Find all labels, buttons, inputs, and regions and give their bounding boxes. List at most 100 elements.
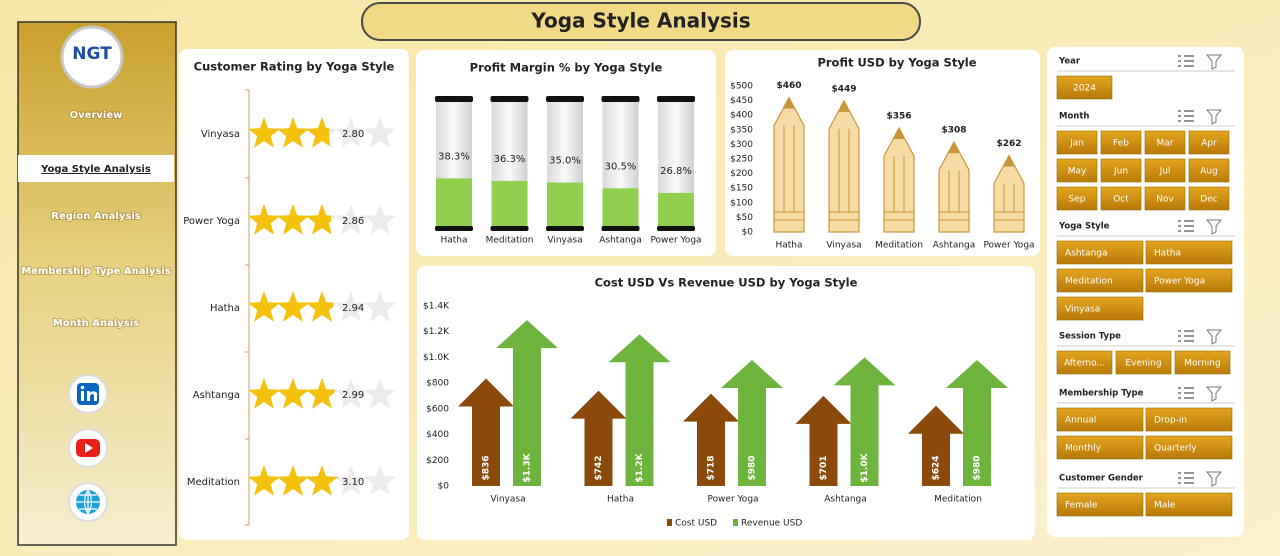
slicer-button[interactable]: [1144, 186, 1186, 211]
nav-item[interactable]: Month Analysis: [52, 317, 140, 330]
slicer-button-label[interactable]: Jun: [1113, 167, 1128, 177]
slicer-button-label[interactable]: May: [1068, 167, 1087, 177]
slicer-button[interactable]: [1056, 296, 1144, 321]
value-label: 2.80: [342, 129, 364, 140]
clear-filter-icon[interactable]: [1205, 386, 1223, 402]
slicer-button-label[interactable]: Drop-in: [1154, 416, 1187, 426]
clear-filter-icon[interactable]: [1205, 54, 1223, 70]
slicer-button[interactable]: [1188, 186, 1230, 211]
slicer-button[interactable]: [1144, 130, 1186, 155]
chart-title: Customer Rating by Yoga Style: [194, 60, 395, 74]
value-label: $1.2K: [635, 452, 645, 482]
slicer-button-label[interactable]: Vinyasa: [1065, 305, 1100, 315]
clear-filter-icon[interactable]: [1205, 329, 1223, 345]
slicer-button-label[interactable]: Jan: [1069, 139, 1084, 149]
slicer-button-label[interactable]: 2024: [1073, 84, 1096, 94]
y-tick-label: $600: [426, 404, 449, 414]
value-label: 38.3%: [438, 151, 470, 162]
slicer-button[interactable]: [1188, 158, 1230, 183]
slicer-button[interactable]: [1056, 435, 1144, 460]
slicer-button-label[interactable]: Quarterly: [1154, 444, 1197, 454]
nav-item[interactable]: Yoga Style Analysis: [40, 164, 151, 175]
slicer-button-label[interactable]: Power Yoga: [1154, 277, 1205, 287]
arrow-bar: [946, 360, 1008, 486]
cylinder-cap: [546, 96, 584, 102]
slicer-button-label[interactable]: Aug: [1200, 167, 1218, 177]
slicer-button[interactable]: [1145, 407, 1233, 432]
clear-filter-icon[interactable]: [1205, 471, 1223, 487]
slicer-button-label[interactable]: Meditation: [1065, 277, 1113, 287]
slicer-button[interactable]: [1174, 350, 1231, 375]
slicer-button-label[interactable]: Monthly: [1065, 444, 1102, 454]
slicer-button[interactable]: [1145, 240, 1233, 265]
slicer-button-label[interactable]: Afterno...: [1064, 359, 1105, 369]
nav-item[interactable]: Overview: [69, 109, 124, 122]
arrow-bar: [458, 378, 514, 486]
slicer-button[interactable]: [1056, 130, 1098, 155]
star-rating: [248, 117, 330, 148]
slicer-button[interactable]: [1145, 492, 1233, 517]
category-label: Power Yoga: [983, 241, 1034, 251]
slicer-button[interactable]: [1056, 407, 1144, 432]
slicer-button[interactable]: [1056, 240, 1144, 265]
clear-filter-icon[interactable]: [1205, 109, 1223, 125]
slicer-button-label[interactable]: Dec: [1200, 195, 1217, 205]
slicer-button-label[interactable]: Feb: [1113, 139, 1129, 149]
slicer-button-label[interactable]: Jul: [1159, 167, 1171, 177]
pencil: [828, 99, 860, 233]
slicer-button-label[interactable]: Ashtanga: [1065, 249, 1108, 259]
slicer-button[interactable]: [1056, 492, 1144, 517]
slicer-button[interactable]: [1188, 130, 1230, 155]
slicer-button[interactable]: [1145, 268, 1233, 293]
value-label: $701: [819, 455, 829, 480]
slicer-button[interactable]: [1056, 268, 1144, 293]
slicer-button[interactable]: [1144, 158, 1186, 183]
category-label: Ashtanga: [193, 390, 240, 401]
value-label: $460: [776, 81, 801, 91]
slicer-button[interactable]: [1056, 350, 1113, 375]
slicer-button-label[interactable]: Apr: [1201, 139, 1217, 149]
cylinder-cap: [546, 226, 584, 231]
multi-select-icon[interactable]: [1178, 472, 1194, 484]
y-tick-label: $350: [730, 125, 753, 135]
category-label: Ashtanga: [599, 236, 642, 246]
linkedin-mark: [87, 391, 98, 401]
cylinder-fill: [658, 192, 694, 227]
slicer-button-label[interactable]: Hatha: [1154, 249, 1181, 259]
multi-select-icon[interactable]: [1178, 220, 1194, 232]
slicer-button[interactable]: [1115, 350, 1172, 375]
logo: [60, 25, 124, 89]
slicer-button[interactable]: [1100, 158, 1142, 183]
slicer-button[interactable]: [1056, 158, 1098, 183]
clear-filter-icon[interactable]: [1205, 219, 1223, 235]
slicer-button[interactable]: [1145, 435, 1233, 460]
slicer-button-label[interactable]: Mar: [1157, 139, 1174, 149]
multi-select-icon[interactable]: [1178, 55, 1194, 67]
slicer-button-label[interactable]: Annual: [1065, 416, 1096, 426]
linkedin-mark: [81, 391, 84, 401]
multi-select-icon[interactable]: [1178, 110, 1194, 122]
slicer-button-label[interactable]: Morning: [1184, 359, 1220, 369]
value-label: 35.0%: [549, 156, 581, 167]
y-tick-label: $50: [736, 213, 753, 223]
multi-select-icon[interactable]: [1178, 330, 1194, 342]
y-tick-label: $250: [730, 155, 753, 165]
slicer-button-label[interactable]: Male: [1154, 501, 1176, 511]
nav-item[interactable]: Membership Type Analysis: [20, 265, 172, 278]
multi-select-icon[interactable]: [1178, 387, 1194, 399]
category-label: Power Yoga: [707, 495, 758, 505]
value-label: 36.3%: [494, 154, 526, 165]
slicer-button-label[interactable]: Nov: [1156, 195, 1174, 205]
slicer-button[interactable]: [1056, 186, 1098, 211]
slicer-button-label[interactable]: Sep: [1069, 195, 1086, 205]
slicer-button[interactable]: [1100, 130, 1142, 155]
nav-item[interactable]: Region Analysis: [50, 210, 141, 223]
value-label: 30.5%: [605, 161, 637, 172]
slicer-button[interactable]: [1100, 186, 1142, 211]
slicer-title: Year: [1058, 57, 1081, 67]
slicer-button[interactable]: [1056, 75, 1113, 100]
slicer-button-label[interactable]: Female: [1065, 501, 1098, 511]
slicer-button-label[interactable]: Oct: [1113, 195, 1129, 205]
slicer-button-label[interactable]: Evening: [1125, 359, 1161, 369]
